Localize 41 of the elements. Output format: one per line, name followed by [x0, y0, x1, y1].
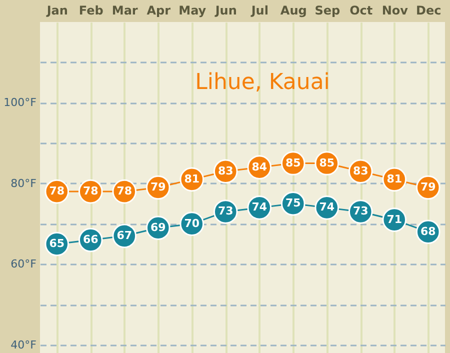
data-label: 67 [116, 228, 132, 242]
x-tick-label: Jul [250, 4, 268, 18]
x-tick-label: Jan [46, 4, 68, 18]
data-label: 78 [116, 184, 132, 198]
data-label: 78 [82, 184, 98, 198]
data-label: 79 [150, 180, 166, 194]
y-tick-label: 40°F [10, 338, 36, 352]
data-label: 70 [184, 216, 200, 230]
data-label: 71 [386, 212, 402, 226]
x-tick-label: Jun [214, 4, 237, 18]
data-label: 65 [49, 237, 65, 250]
x-tick-label: Mar [112, 4, 138, 18]
data-label: 85 [319, 156, 335, 170]
y-tick-label: 60°F [10, 258, 36, 271]
data-label: 81 [184, 172, 200, 186]
data-label: 68 [420, 224, 436, 238]
data-label: 85 [285, 156, 301, 170]
data-label: 74 [319, 200, 335, 214]
data-label: 66 [82, 232, 99, 246]
y-tick-label: 80°F [10, 176, 36, 190]
data-label: 81 [386, 172, 402, 186]
x-tick-label: Sep [314, 4, 340, 18]
text: Lihue, Kauai [195, 70, 330, 95]
data-label: 78 [49, 184, 65, 198]
data-label: 74 [252, 200, 268, 214]
data-label: 73 [218, 204, 234, 218]
data-label: 75 [285, 196, 301, 210]
x-tick-label: May [178, 4, 206, 18]
data-label: 73 [352, 204, 368, 218]
x-tick-label: Feb [78, 4, 104, 18]
x-tick-label: Dec [416, 4, 442, 18]
data-label: 83 [218, 164, 234, 178]
y-tick-label: 100°F [4, 96, 36, 110]
data-label: 69 [150, 220, 166, 234]
x-tick-label: Nov [382, 4, 408, 18]
data-label: 83 [352, 164, 368, 178]
x-tick-label: Apr [146, 4, 171, 18]
x-tick-label: Oct [350, 4, 373, 18]
data-label: 84 [252, 160, 268, 174]
data-label: 79 [420, 180, 436, 194]
x-tick-label: Aug [280, 4, 307, 18]
